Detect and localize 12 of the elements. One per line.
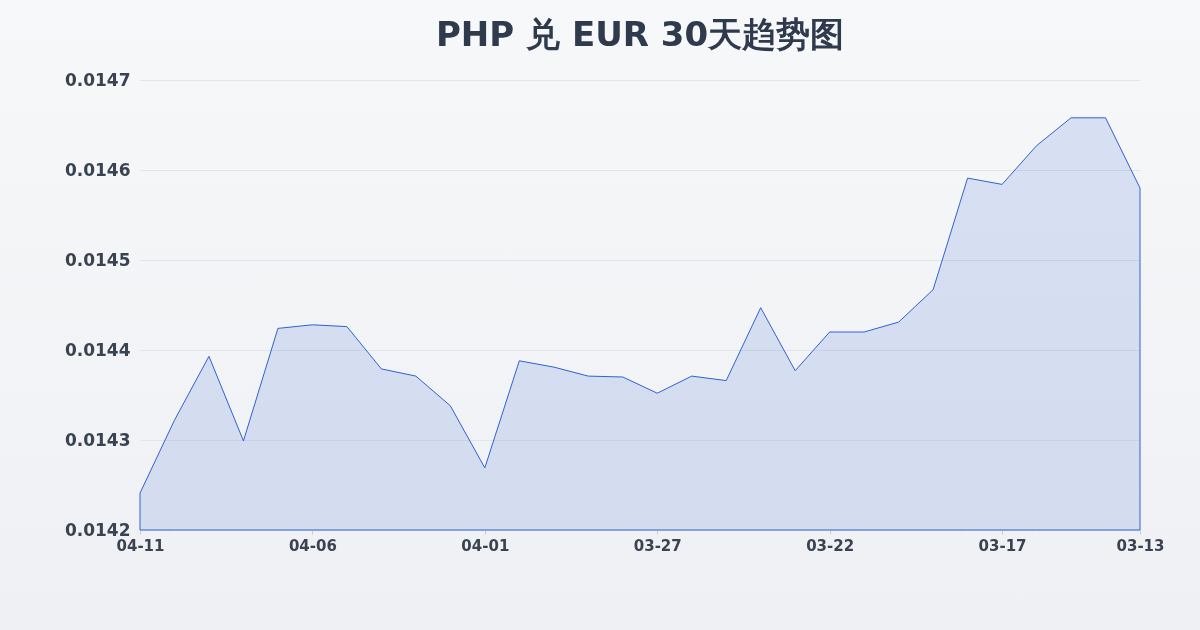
x-tick-label: 04-01	[461, 536, 510, 555]
y-tick-label: 0.0143	[64, 429, 131, 450]
x-tick-label: 03-17	[978, 536, 1027, 555]
y-tick-label: 0.0145	[64, 249, 131, 270]
y-tick-label: 0.0147	[64, 69, 131, 90]
x-tick-label: 03-22	[806, 536, 855, 555]
x-tick-label: 04-06	[288, 536, 337, 555]
x-tick-label: 03-13	[1116, 536, 1165, 555]
x-tick-label: 03-27	[633, 536, 682, 555]
chart-title: PHP 兑 EUR 30天趋势图	[435, 14, 845, 54]
y-tick-label: 0.0144	[64, 339, 131, 360]
y-tick-label: 0.0146	[64, 159, 131, 180]
